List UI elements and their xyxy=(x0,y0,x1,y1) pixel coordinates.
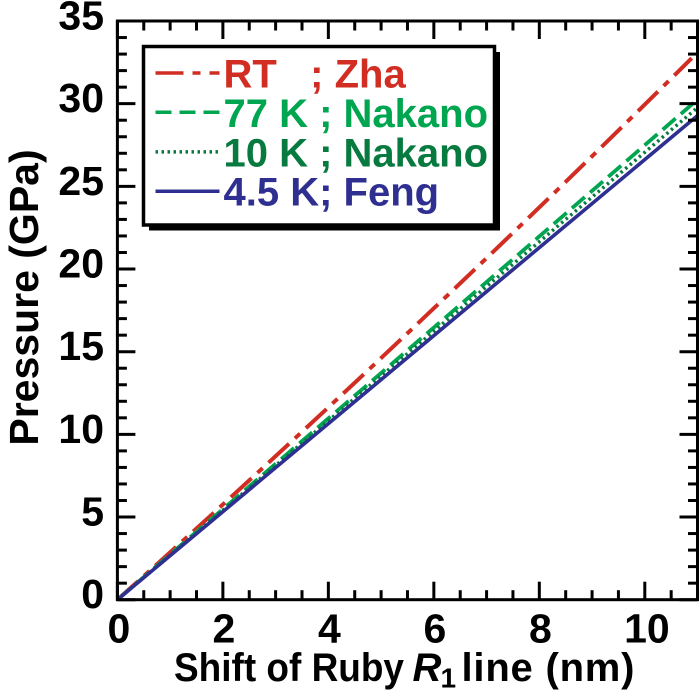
svg-text:Pressure (GPa): Pressure (GPa) xyxy=(1,149,47,445)
svg-text:line (nm): line (nm) xyxy=(462,646,635,690)
svg-text:0: 0 xyxy=(81,571,104,617)
svg-text:30: 30 xyxy=(58,75,104,121)
svg-text:6: 6 xyxy=(423,606,446,652)
svg-text:10: 10 xyxy=(58,406,104,452)
svg-text:77 K ; Nakano: 77 K ; Nakano xyxy=(224,92,489,136)
svg-text:1: 1 xyxy=(441,663,457,693)
svg-text:8: 8 xyxy=(529,606,552,652)
svg-text:R: R xyxy=(413,646,442,690)
svg-text:2: 2 xyxy=(212,606,235,652)
svg-text:20: 20 xyxy=(58,241,104,287)
svg-text:10 K ; Nakano: 10 K ; Nakano xyxy=(224,131,489,175)
svg-text:15: 15 xyxy=(58,323,104,369)
svg-text:RT ; Zha: RT ; Zha xyxy=(224,53,407,97)
svg-text:4: 4 xyxy=(318,606,341,652)
svg-text:25: 25 xyxy=(58,158,104,204)
svg-text:Shift of Ruby: Shift of Ruby xyxy=(174,646,405,690)
svg-text:10: 10 xyxy=(624,606,670,652)
svg-text:0: 0 xyxy=(107,606,130,652)
svg-text:4.5 K; Feng: 4.5 K; Feng xyxy=(224,171,440,215)
svg-text:35: 35 xyxy=(58,0,104,39)
svg-text:5: 5 xyxy=(81,489,104,535)
